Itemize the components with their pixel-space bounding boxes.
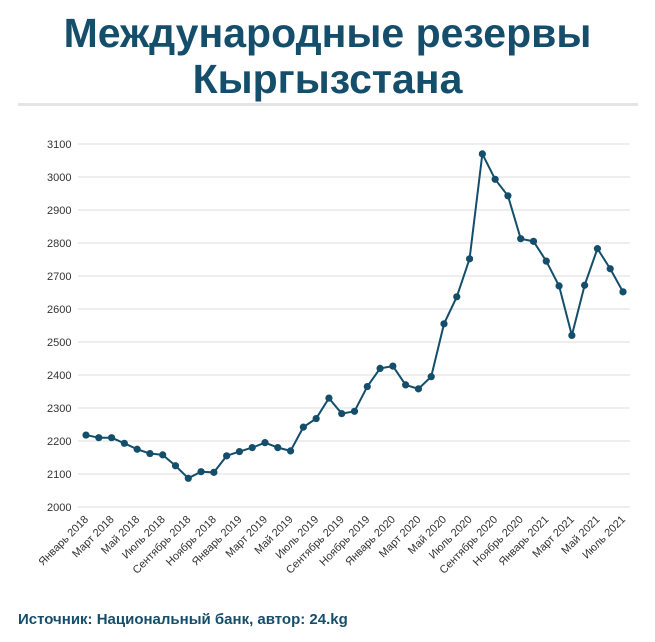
title-divider bbox=[18, 103, 638, 106]
chart-title-line1: Международные резервы bbox=[63, 10, 592, 56]
data-point bbox=[529, 237, 538, 245]
data-point bbox=[542, 257, 550, 265]
data-point bbox=[338, 410, 346, 418]
y-tick-label: 2600 bbox=[47, 304, 71, 316]
y-tick-label: 2900 bbox=[47, 205, 71, 217]
data-point bbox=[491, 175, 499, 183]
source-note: Источник: Национальный банк, автор: 24.k… bbox=[18, 611, 348, 628]
data-point bbox=[389, 362, 397, 370]
data-point bbox=[593, 245, 602, 253]
y-tick-label: 2800 bbox=[47, 238, 71, 250]
data-point bbox=[261, 439, 269, 447]
y-tick-label: 2100 bbox=[47, 469, 71, 481]
data-point bbox=[465, 255, 474, 263]
data-point bbox=[286, 447, 295, 455]
data-point bbox=[363, 382, 371, 391]
data-point bbox=[504, 192, 512, 200]
data-point bbox=[517, 235, 525, 243]
data-point bbox=[427, 373, 435, 381]
data-point bbox=[171, 462, 180, 470]
series-line bbox=[85, 152, 624, 480]
data-point bbox=[606, 265, 614, 273]
data-point bbox=[248, 444, 256, 452]
data-point bbox=[184, 474, 192, 482]
y-tick-label: 2000 bbox=[47, 502, 71, 514]
data-point bbox=[440, 320, 448, 328]
data-point bbox=[146, 449, 154, 458]
data-point bbox=[376, 364, 384, 372]
data-point bbox=[478, 150, 486, 158]
data-point bbox=[107, 434, 116, 442]
chart-title: Международные резервы Кыргызстана bbox=[0, 10, 655, 102]
data-point bbox=[120, 439, 128, 447]
data-point bbox=[402, 381, 410, 389]
data-point bbox=[223, 452, 231, 460]
data-point bbox=[197, 468, 205, 476]
y-tick-label: 3000 bbox=[47, 172, 71, 184]
data-point bbox=[453, 293, 461, 301]
data-point bbox=[568, 331, 576, 339]
data-point bbox=[133, 445, 141, 453]
y-tick-label: 2400 bbox=[47, 370, 71, 382]
data-point bbox=[299, 423, 307, 431]
data-point bbox=[210, 468, 218, 476]
chart-title-line2: Кыргызстана bbox=[192, 56, 463, 102]
y-tick-label: 3100 bbox=[47, 139, 71, 151]
line-chart: 2000 2100 2200 2300 2400 2500 2600 2700 2800 2900… bbox=[37, 139, 630, 576]
data-point bbox=[350, 407, 359, 415]
data-point bbox=[555, 282, 563, 290]
data-point bbox=[95, 434, 103, 442]
data-point bbox=[325, 394, 333, 402]
data-point bbox=[235, 447, 244, 456]
data-point bbox=[82, 431, 90, 439]
y-tick-label: 2700 bbox=[47, 271, 71, 283]
y-tick-label: 2300 bbox=[47, 403, 71, 415]
data-point bbox=[414, 385, 423, 393]
data-point bbox=[312, 414, 320, 423]
data-point bbox=[159, 451, 167, 459]
y-tick-label: 2200 bbox=[47, 436, 71, 448]
data-point bbox=[619, 288, 627, 296]
data-point bbox=[274, 444, 282, 452]
y-tick-label: 2500 bbox=[47, 337, 71, 349]
data-point bbox=[581, 281, 589, 289]
